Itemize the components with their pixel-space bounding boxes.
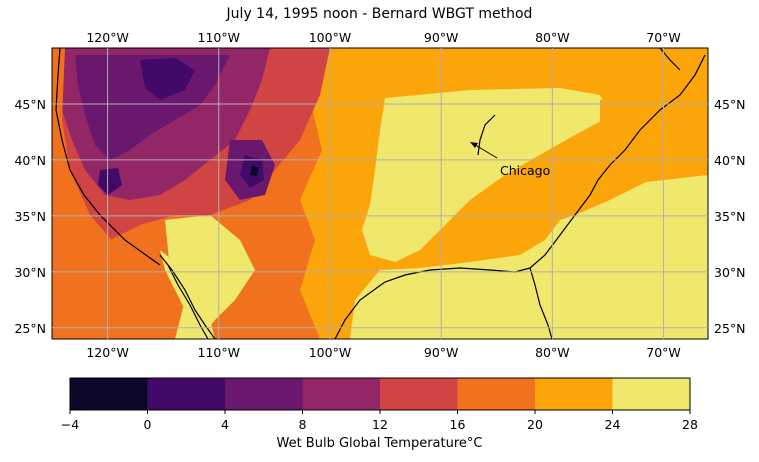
lon-tick-label: 80°W bbox=[535, 30, 570, 45]
region-minus4-0-peak bbox=[250, 165, 259, 176]
lat-tick-label: 35°N bbox=[14, 209, 46, 224]
lat-tick-label: 45°N bbox=[714, 97, 746, 112]
colorbar-swatch bbox=[380, 378, 458, 410]
colorbar-tick-label: 8 bbox=[299, 417, 307, 432]
colorbar-swatch bbox=[457, 378, 536, 410]
colorbar-tick-label: 20 bbox=[527, 417, 543, 432]
annotation-arrow-head bbox=[470, 142, 478, 148]
lat-tick-label: 30°N bbox=[714, 265, 746, 280]
lat-tick-label: 30°N bbox=[14, 265, 46, 280]
colorbar: −4 0 4 8 12 16 20 24 28 bbox=[61, 377, 698, 432]
region-20-24-atlantic bbox=[560, 80, 708, 220]
colorbar-swatch bbox=[535, 378, 613, 410]
lon-tick-label: 120°W bbox=[86, 345, 128, 360]
lon-tick-label: 90°W bbox=[424, 345, 459, 360]
gridlines bbox=[52, 48, 708, 339]
lon-tick-label: 100°W bbox=[309, 30, 351, 45]
map-frame bbox=[51, 47, 709, 340]
colorbar-tick-label: 4 bbox=[221, 417, 229, 432]
lon-tick-label: 70°W bbox=[646, 30, 681, 45]
lat-tick-label: 25°N bbox=[714, 321, 746, 336]
map-title: July 14, 1995 noon - Bernard WBGT method bbox=[226, 6, 533, 22]
axis-ticks: 120°W 120°W 110°W 110°W 100°W 100°W 90°W 90°W 80… bbox=[14, 30, 745, 360]
colorbar-swatch bbox=[147, 378, 226, 410]
colorbar-tick-label: 12 bbox=[372, 417, 388, 432]
lat-tick-label: 40°N bbox=[714, 153, 746, 168]
region-4-8-great-basin bbox=[75, 55, 230, 160]
lat-tick-label: 35°N bbox=[714, 209, 746, 224]
lon-tick-label: 80°W bbox=[535, 345, 570, 360]
colorbar-label: Wet Bulb Global Temperature°C bbox=[276, 436, 483, 451]
colorbar-swatch bbox=[70, 378, 148, 410]
colorbar-tick-label: 28 bbox=[682, 417, 698, 432]
colorbar-swatch bbox=[612, 378, 691, 410]
lon-tick-label: 70°W bbox=[646, 345, 681, 360]
colorbar-swatch bbox=[225, 378, 303, 410]
lat-tick-label: 25°N bbox=[14, 321, 46, 336]
lon-tick-label: 90°W bbox=[424, 30, 459, 45]
map-canvas bbox=[52, 48, 708, 339]
region-0-4-sierra bbox=[98, 168, 122, 195]
lon-tick-label: 110°W bbox=[198, 345, 240, 360]
region-24-28-midwest bbox=[362, 88, 612, 262]
colorbar-tick-label: −4 bbox=[61, 417, 79, 432]
region-16-20-pacific bbox=[52, 48, 175, 339]
lon-tick-label: 100°W bbox=[309, 345, 351, 360]
lon-tick-label: 110°W bbox=[198, 30, 240, 45]
lon-tick-label: 120°W bbox=[86, 30, 128, 45]
chicago-label: Chicago bbox=[500, 163, 550, 178]
colorbar-tick-label: 16 bbox=[450, 417, 466, 432]
colorbar-tick-label: 24 bbox=[605, 417, 621, 432]
lat-tick-label: 40°N bbox=[14, 153, 46, 168]
colorbar-swatch bbox=[302, 378, 381, 410]
colorbar-tick-label: 0 bbox=[144, 417, 152, 432]
lat-tick-label: 45°N bbox=[14, 97, 46, 112]
region-0-4-idaho bbox=[140, 58, 195, 100]
chicago-annotation: Chicago bbox=[470, 142, 550, 178]
